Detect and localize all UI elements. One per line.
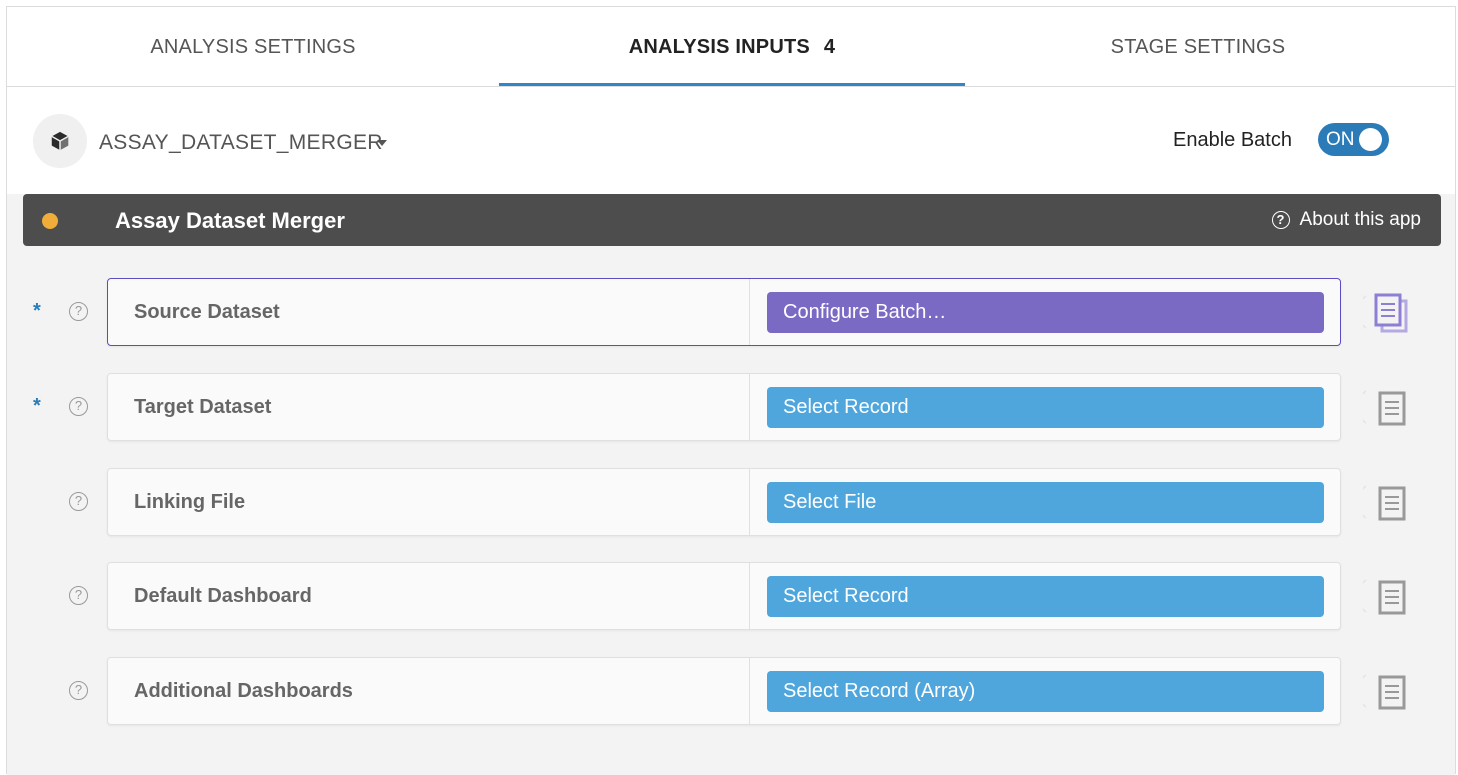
input-card: Linking File Select File	[107, 468, 1341, 536]
input-row-linking-file: ? Linking File Select File	[7, 468, 1455, 536]
select-file-button[interactable]: Select File	[767, 482, 1324, 523]
help-icon[interactable]: ?	[69, 681, 88, 700]
input-label: Additional Dashboards	[134, 680, 353, 702]
divider	[749, 469, 750, 535]
divider	[749, 563, 750, 629]
help-icon[interactable]: ?	[69, 397, 88, 416]
input-label: Linking File	[134, 491, 246, 513]
tab-analysis-settings[interactable]: ANALYSIS SETTINGS	[7, 7, 499, 87]
chevron-down-icon[interactable]	[377, 140, 387, 146]
cube-icon	[51, 131, 69, 151]
app-name-dropdown[interactable]: ASSAY_DATASET_MERGER	[99, 131, 383, 154]
tab-label: STAGE SETTINGS	[1110, 35, 1286, 58]
divider	[749, 279, 750, 345]
input-row-source-dataset: * ? Source Dataset Configure Batch…	[7, 278, 1455, 346]
input-card: Target Dataset Select Record	[107, 373, 1341, 441]
toggle-knob	[1359, 128, 1382, 151]
app-header-bar: Assay Dataset Merger ? About this app	[23, 194, 1441, 246]
input-card: Source Dataset Configure Batch…	[107, 278, 1341, 346]
input-row-default-dashboard: ? Default Dashboard Select Record	[7, 562, 1455, 630]
help-circle-icon: ?	[1271, 211, 1290, 229]
toggle-state-label: ON	[1326, 129, 1355, 150]
input-row-additional-dashboards: ? Additional Dashboards Select Record (A…	[7, 657, 1455, 725]
input-card: Additional Dashboards Select Record (Arr…	[107, 657, 1341, 725]
tab-count-badge: 4	[823, 35, 836, 58]
document-icon[interactable]	[1363, 671, 1411, 715]
input-card: Default Dashboard Select Record	[107, 562, 1341, 630]
status-dot	[42, 213, 58, 229]
divider	[749, 658, 750, 724]
tab-label: ANALYSIS INPUTS	[628, 35, 810, 58]
help-icon[interactable]: ?	[69, 492, 88, 511]
enable-batch-toggle[interactable]: ON	[1318, 123, 1389, 156]
input-label: Target Dataset	[134, 396, 272, 418]
tab-analysis-inputs[interactable]: ANALYSIS INPUTS 4	[499, 7, 965, 87]
enable-batch-label: Enable Batch	[1173, 129, 1292, 151]
required-marker: *	[33, 300, 41, 322]
tab-bar: ANALYSIS SETTINGS ANALYSIS INPUTS 4 STAG…	[7, 7, 1455, 87]
select-record-button[interactable]: Select Record	[767, 387, 1324, 428]
divider	[749, 374, 750, 440]
tab-stage-settings[interactable]: STAGE SETTINGS	[965, 7, 1431, 87]
document-icon[interactable]	[1363, 387, 1411, 431]
document-icon[interactable]	[1363, 482, 1411, 526]
app-selector-row: ASSAY_DATASET_MERGER Enable Batch ON	[7, 87, 1455, 194]
configure-batch-button[interactable]: Configure Batch…	[767, 292, 1324, 333]
about-app-link[interactable]: ? About this app	[1271, 209, 1421, 231]
about-label: About this app	[1299, 209, 1421, 230]
help-icon[interactable]: ?	[69, 302, 88, 321]
workflow-panel: ANALYSIS SETTINGS ANALYSIS INPUTS 4 STAG…	[6, 6, 1456, 775]
app-icon	[33, 114, 87, 168]
app-title: Assay Dataset Merger	[115, 208, 345, 233]
input-row-target-dataset: * ? Target Dataset Select Record	[7, 373, 1455, 441]
active-tab-indicator	[499, 83, 965, 86]
input-label: Source Dataset	[134, 301, 280, 323]
help-icon[interactable]: ?	[69, 586, 88, 605]
document-icon[interactable]	[1363, 576, 1411, 620]
tab-label: ANALYSIS SETTINGS	[150, 35, 356, 58]
required-marker: *	[33, 395, 41, 417]
select-record-array-button[interactable]: Select Record (Array)	[767, 671, 1324, 712]
inputs-area: Assay Dataset Merger ? About this app * …	[7, 194, 1455, 775]
input-label: Default Dashboard	[134, 585, 312, 607]
select-record-button[interactable]: Select Record	[767, 576, 1324, 617]
batch-docs-icon[interactable]	[1363, 292, 1411, 336]
